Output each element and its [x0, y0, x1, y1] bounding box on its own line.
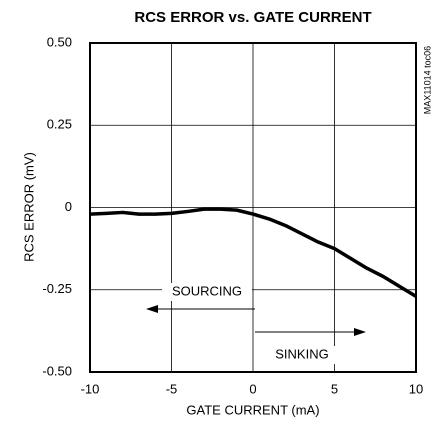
y-axis-label: RCS ERROR (mV) [21, 152, 36, 262]
arrow-head [354, 328, 366, 336]
x-tick-label: 5 [331, 381, 338, 396]
arrow-head [146, 305, 158, 313]
y-tick-label: -0.25 [42, 281, 72, 296]
annotation: SINKING [275, 346, 328, 361]
x-tick-label: -5 [166, 381, 178, 396]
annotation: SOURCING [172, 283, 242, 298]
note: MAX11014 toc06 [422, 46, 432, 114]
x-tick-label: 10 [409, 381, 423, 396]
plot-frame [89, 42, 417, 373]
y-tick-label: 0 [65, 199, 72, 214]
y-tick-label: -0.50 [42, 363, 72, 378]
x-tick-label: 0 [249, 381, 256, 396]
annotation-bg [262, 346, 342, 364]
x-axis-label: GATE CURRENT (mA) [186, 402, 319, 417]
annotation-bg [162, 283, 252, 301]
chart-title: RCS ERROR vs. GATE CURRENT [134, 9, 371, 26]
y-tick-label: 0.25 [47, 117, 72, 132]
y-tick-label: 0.50 [47, 34, 72, 49]
x-tick-label: -10 [81, 381, 100, 396]
data-line [89, 207, 417, 298]
